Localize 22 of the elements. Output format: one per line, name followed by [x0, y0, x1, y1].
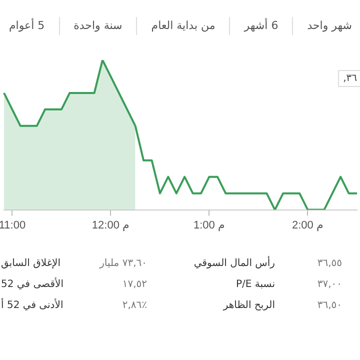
text: ٣٦,٥٥: [317, 258, 342, 269]
x-tick-label: 1:00 م: [194, 219, 225, 232]
text: من بداية العام: [136, 17, 230, 35]
text: ١٧,٥٢: [122, 279, 147, 290]
x-tick-label: 12:00 م: [92, 219, 130, 232]
text: ٧٣,٦٠ مليار: [100, 258, 147, 269]
text: ٪٢,٨٦: [122, 300, 147, 311]
text: رأس المال السوقي: [194, 258, 275, 269]
text: ٣٦,٥٠: [317, 300, 342, 311]
text: 6 أشهر: [229, 17, 292, 35]
text: شهر واحد: [292, 17, 360, 35]
annotation: ٣٦,: [338, 70, 360, 87]
text: الأقصى في 52: [1, 279, 64, 290]
text: نسبة P/E: [236, 279, 275, 290]
x-tick-label: 11:00: [0, 219, 26, 232]
text: الأدنى في 52 أ: [1, 300, 64, 311]
text: 5 أعوام: [0, 17, 59, 35]
text: ٣٧,٠٠: [317, 279, 342, 290]
text: سنة واحدة: [58, 17, 136, 35]
text: الإغلاق السابق: [1, 258, 61, 269]
text: الربح الظاهر: [223, 300, 275, 311]
x-tick-label: 2:00 م: [292, 219, 324, 232]
